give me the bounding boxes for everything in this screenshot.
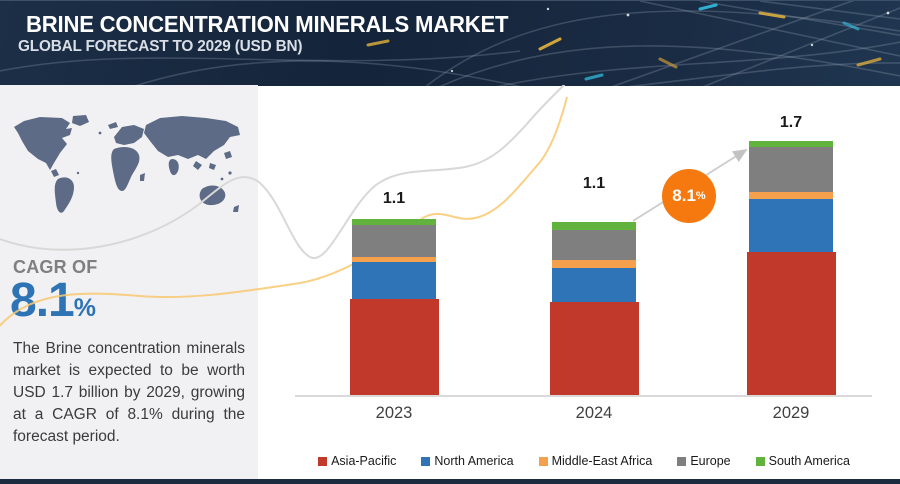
legend-item-europe: Europe [677,454,731,468]
legend-item-middle-east-africa: Middle-East Africa [538,454,653,468]
legend-label: Europe [690,454,731,468]
x-axis-label-2029: 2029 [772,404,810,422]
bar-segment-2029-middle-east-africa [749,191,833,200]
legend-item-north-america: North America [421,454,514,468]
bottom-accent-strip [0,479,900,484]
legend-swatch-icon [755,456,765,466]
bar-total-label-2024: 1.1 [582,175,606,192]
bar-segment-2024-north-america [552,267,636,303]
bar-segment-2024-south-america [552,222,636,230]
bar-segment-2023-asia-pacific [349,299,439,395]
chart-legend: Asia-Pacific North America Middle-East Afr… [296,451,872,471]
bar-segment-2029-asia-pacific [746,251,836,395]
legend-swatch-icon [538,456,548,466]
legend-swatch-icon [318,456,328,466]
market-description: The Brine concentration minerals market … [13,340,245,445]
bar-segment-2023-europe [352,225,436,258]
bar-segment-2023-north-america [352,262,436,299]
x-axis-label-2023: 2023 [375,404,413,422]
legend-item-south-america: South America [755,454,850,468]
bar-segment-2024-middle-east-africa [552,259,636,268]
bar-total-label-2023: 1.1 [382,190,406,207]
legend-label: Asia-Pacific [331,454,397,468]
bar-segment-2024-asia-pacific [549,302,639,395]
legend-label: Middle-East Africa [551,454,653,468]
bar-segment-2024-europe [552,229,636,260]
page-subtitle: GLOBAL FORECAST TO 2029 (USD BN) [18,38,303,55]
header: BRINE CONCENTRATION MINERALS MARKET GLOB… [0,0,900,86]
bar-segment-2029-south-america [749,141,833,147]
legend-label: North America [434,454,514,468]
bar-segment-2023-south-america [352,219,436,226]
legend-item-asia-pacific: Asia-Pacific [318,454,396,468]
bar-segment-2029-europe [749,146,833,192]
bar-total-label-2029: 1.7 [779,114,803,131]
x-axis-label-2024: 2024 [575,404,613,422]
cagr-badge-value: 8.1 [672,186,696,205]
x-axis-line [295,395,872,397]
cagr-badge-unit: % [695,190,706,202]
bar-segment-2023-middle-east-africa [352,257,436,263]
legend-swatch-icon [421,456,431,466]
bar-segment-2029-north-america [749,199,833,252]
legend-swatch-icon [677,456,687,466]
page-title: BRINE CONCENTRATION MINERALS MARKET [26,11,509,37]
network-texture [0,1,900,86]
legend-label: South America [768,454,850,468]
cagr-badge: 8.1% [662,169,716,223]
